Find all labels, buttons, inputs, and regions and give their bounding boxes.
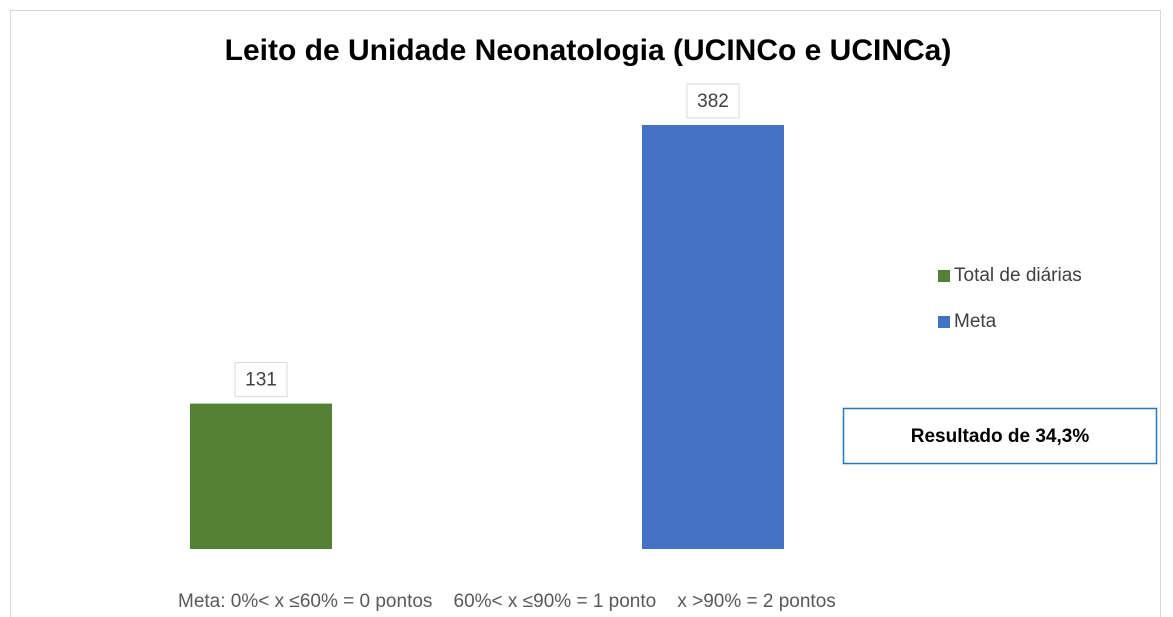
bar — [642, 124, 784, 549]
data-label: 382 — [697, 91, 729, 112]
legend-swatch — [938, 316, 950, 328]
legend-label: Total de diárias — [954, 265, 1082, 286]
annotation: Resultado de 34,3% — [911, 426, 1090, 447]
bar — [190, 403, 332, 549]
legend-swatch — [938, 270, 950, 282]
data-label-box — [234, 362, 288, 398]
annotation-box — [842, 407, 1158, 465]
legend-label: Meta — [954, 311, 997, 332]
chart-title: Leito de Unidade Neonatologia (UCINCo e … — [225, 34, 952, 67]
data-label-box — [686, 83, 740, 119]
footnote: Meta: 0%< x ≤60% = 0 pontos 60%< x ≤90% … — [178, 591, 836, 612]
data-label: 131 — [245, 370, 277, 391]
